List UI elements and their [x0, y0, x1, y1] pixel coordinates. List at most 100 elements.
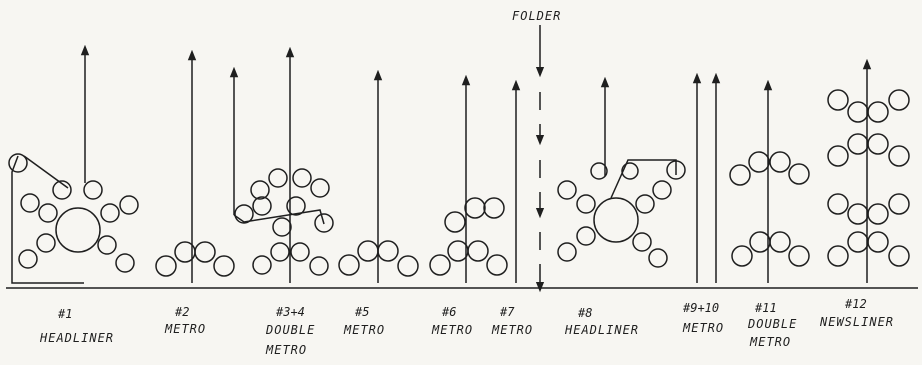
roller	[155, 255, 177, 277]
unit-1-label: #1 HEADLINER	[39, 307, 113, 345]
roller	[272, 217, 292, 237]
roller	[847, 203, 869, 225]
roller	[36, 233, 56, 253]
roller	[444, 211, 466, 233]
unit-7-label: #7 METRO	[491, 305, 533, 337]
unit-number: #3+4	[275, 305, 305, 319]
unit-type: DOUBLE	[265, 323, 315, 337]
roller	[18, 249, 38, 269]
unit-11-drawing	[729, 79, 810, 283]
roller	[115, 253, 135, 273]
unit-number: #1	[57, 307, 72, 321]
roller	[377, 240, 399, 262]
roller	[666, 160, 686, 180]
unit-6-label: #6 METRO	[431, 305, 473, 337]
unit-12-drawing	[827, 58, 910, 283]
unit-number: #2	[174, 305, 189, 319]
roller	[827, 145, 849, 167]
roller	[447, 240, 469, 262]
roller	[788, 163, 810, 185]
roller	[234, 204, 254, 224]
roller	[338, 254, 360, 276]
roller	[357, 240, 379, 262]
roller	[648, 248, 668, 268]
unit-3-4-drawing	[229, 46, 334, 283]
unit-type: METRO	[749, 335, 791, 349]
roller	[119, 195, 139, 215]
roller	[590, 162, 608, 180]
roller	[194, 241, 216, 263]
roller	[292, 168, 312, 188]
roller	[748, 151, 770, 173]
roller	[576, 194, 596, 214]
unit-type: METRO	[431, 323, 473, 337]
roller	[483, 197, 505, 219]
roller	[557, 242, 577, 262]
roller	[788, 245, 810, 267]
roller	[847, 133, 869, 155]
roller	[252, 196, 272, 216]
roller	[83, 180, 103, 200]
unit-8-label: #8 HEADLINER	[564, 306, 639, 337]
roller	[888, 245, 910, 267]
unit-number: #11	[754, 301, 777, 315]
unit-type: METRO	[343, 323, 385, 337]
web-path	[610, 159, 677, 199]
roller	[97, 235, 117, 255]
roller	[867, 101, 889, 123]
unit-number: #6	[441, 305, 456, 319]
unit-type: METRO	[682, 321, 724, 335]
roller	[52, 180, 72, 200]
roller	[252, 255, 272, 275]
roller	[652, 180, 672, 200]
roller	[867, 133, 889, 155]
roller	[286, 196, 306, 216]
unit-12-label: #12 NEWSLINER	[819, 297, 894, 329]
roller	[635, 194, 655, 214]
roller	[268, 168, 288, 188]
unit-6-drawing	[429, 74, 508, 283]
roller	[888, 193, 910, 215]
roller	[8, 153, 28, 173]
roller	[100, 203, 120, 223]
roller	[310, 178, 330, 198]
roller	[250, 180, 270, 200]
unit-number: #12	[844, 297, 867, 311]
folder-label: FOLDER	[512, 9, 561, 23]
unit-5-label: #5 METRO	[343, 305, 385, 337]
roller	[270, 242, 290, 262]
roller	[309, 256, 329, 276]
roller	[486, 254, 508, 276]
unit-type: METRO	[491, 323, 533, 337]
roller	[621, 162, 639, 180]
unit-2-label: #2 METRO	[164, 305, 205, 336]
unit-type: HEADLINER	[564, 323, 639, 337]
unit-number: #8	[577, 306, 592, 320]
roller	[213, 255, 235, 277]
roller	[731, 245, 753, 267]
roller	[749, 231, 771, 253]
unit-number: #7	[499, 305, 515, 319]
roller	[769, 231, 791, 253]
unit-5-drawing	[338, 69, 419, 283]
unit-number: #5	[354, 305, 369, 319]
unit-8-drawing	[557, 76, 686, 268]
unit-type: DOUBLE	[747, 317, 797, 331]
roller	[467, 240, 489, 262]
roller	[847, 231, 869, 253]
roller	[557, 180, 577, 200]
unit-2-drawing	[155, 49, 235, 283]
roller	[397, 255, 419, 277]
roller	[314, 213, 334, 233]
roller	[827, 245, 849, 267]
unit-1-drawing	[8, 44, 139, 284]
roller	[867, 231, 889, 253]
roller	[888, 89, 910, 111]
roller	[632, 232, 652, 252]
unit-type: NEWSLINER	[819, 315, 894, 329]
roller	[847, 101, 869, 123]
roller	[20, 193, 40, 213]
web-path	[23, 155, 69, 189]
